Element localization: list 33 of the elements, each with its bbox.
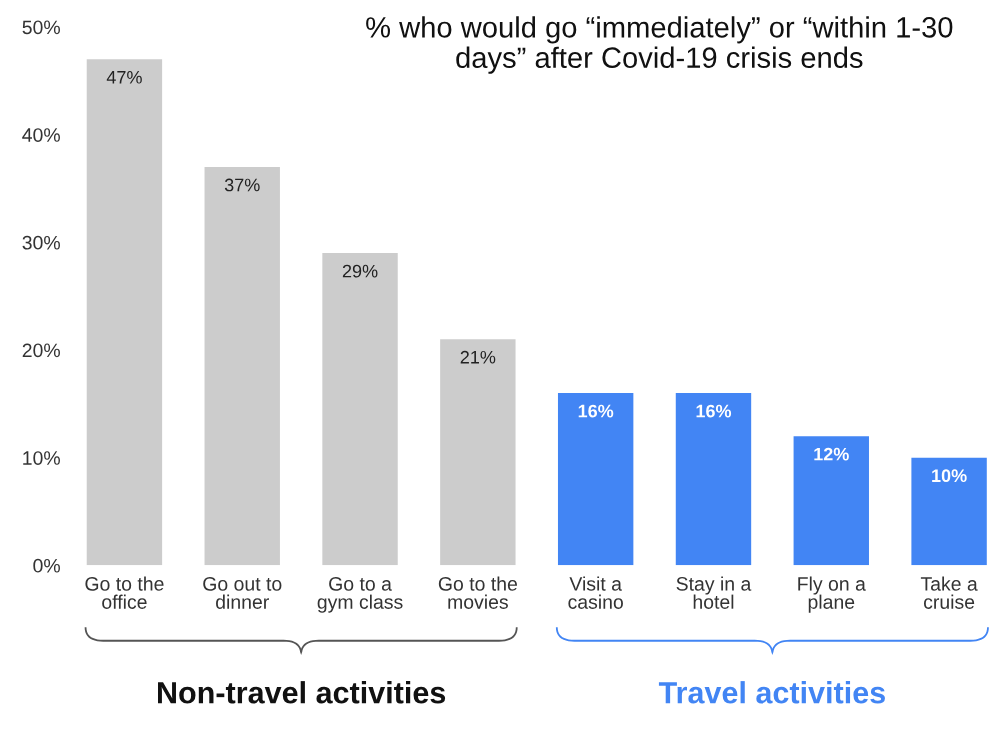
bar [204,166,280,566]
y-tick-label: 40% [22,128,60,142]
text: Travel activities [658,681,885,704]
data-label: 47% [106,70,142,84]
data-label: 12% [814,447,849,461]
y-tick-label: 10% [23,451,60,465]
data-label: 29% [342,264,378,278]
text: Non-travel activities [158,681,446,704]
bar [911,457,987,566]
x-tick-label: Stay in a hotel [676,576,752,609]
y-tick-label: 20% [22,343,60,358]
data-label: 21% [460,350,496,364]
bar [86,59,163,566]
data-label: 10% [932,469,967,483]
x-tick-label: Go to a gym class [317,576,403,613]
y-tick-label: 50% [22,20,60,35]
y-tick-label: 0% [33,558,60,573]
x-tick-label: Take a cruise [920,576,978,609]
bar [322,253,398,566]
bar [675,393,752,566]
data-label: 16% [696,404,732,418]
chart-title: % who would go “immediately” or “within 1-30 days” after Covid-19 crisis ends [366,16,953,74]
bar [793,436,869,566]
data-label: 16% [578,404,614,418]
x-tick-label: Go to the office [85,576,164,609]
x-tick-label: Go out to dinner [203,576,282,609]
x-tick-label: Go to the movies [438,576,517,609]
bar [557,393,634,566]
x-tick-label: Visit a casino [568,576,623,609]
y-tick-label: 30% [22,235,60,250]
bar [440,339,516,566]
data-label: 37% [224,178,260,192]
x-tick-label: Fly on a plane [798,576,866,613]
